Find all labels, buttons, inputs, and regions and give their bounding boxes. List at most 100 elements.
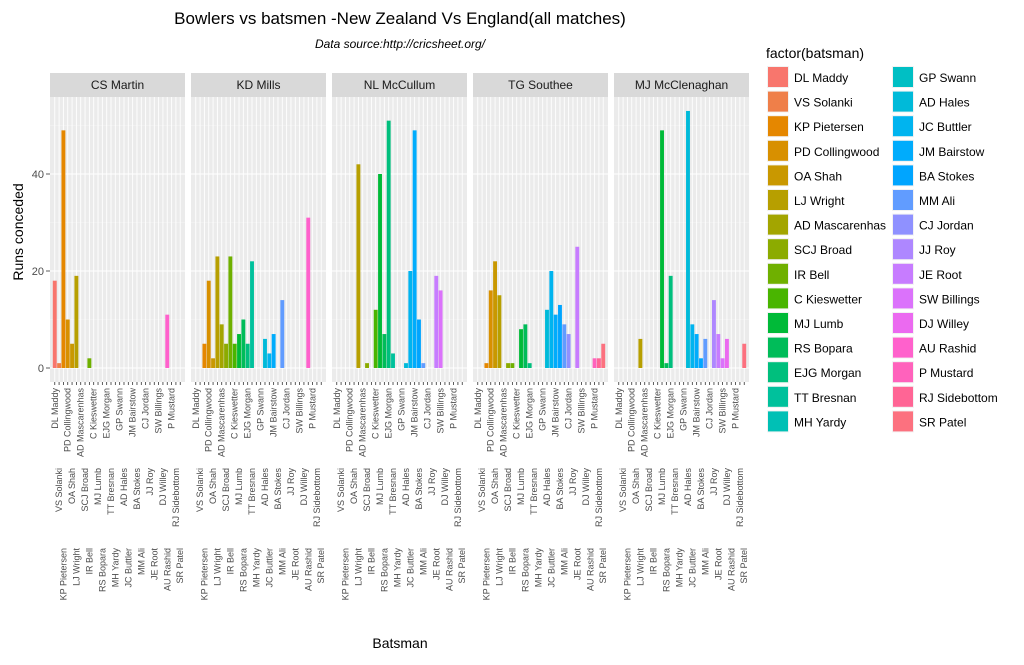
facet-strip-label: CS Martin: [91, 78, 144, 92]
legend-label: RJ Sidebottom: [919, 391, 998, 405]
x-tick-label: MH Yardy: [251, 548, 261, 588]
x-tick-label: BA Stokes: [555, 468, 565, 510]
legend-swatch: [768, 239, 788, 260]
x-tick-label: JE Root: [431, 548, 441, 581]
bar: [488, 290, 493, 368]
bar: [421, 363, 426, 368]
legend-swatch: [768, 67, 788, 87]
x-tick-label: SCJ Broad: [221, 468, 231, 512]
bar: [61, 130, 66, 368]
x-tick-label: C Kieswetter: [371, 388, 381, 439]
x-tick-label: SCJ Broad: [362, 468, 372, 512]
legend-item: TT Bresnan: [767, 385, 856, 408]
legend-swatch: [893, 67, 913, 87]
x-tick-label: C Kieswetter: [230, 388, 240, 439]
bar: [165, 314, 170, 368]
bar: [219, 324, 224, 368]
legend-item: CJ Jordan: [892, 213, 974, 236]
x-tick-label: SCJ Broad: [644, 468, 654, 512]
bar: [596, 358, 601, 368]
x-tick-label: MJ Lumb: [234, 468, 244, 505]
x-tick-label: KP Pietersen: [58, 548, 68, 600]
bar: [224, 343, 228, 368]
panel-background: [50, 97, 185, 382]
x-tick-label: C Kieswetter: [512, 388, 522, 439]
x-tick-label: OA Shah: [208, 468, 218, 504]
legend-item: JM Bairstow: [892, 139, 985, 162]
x-tick-label: AD Mascarenhas: [640, 388, 650, 458]
facet-strip-label: NL McCullum: [364, 78, 436, 92]
x-tick-label: IR Bell: [648, 548, 658, 575]
bar: [660, 130, 664, 368]
legend-item: RS Bopara: [767, 336, 853, 359]
legend-item: MJ Lumb: [767, 312, 844, 334]
x-tick-label: EJG Morgan: [384, 388, 394, 439]
bar: [484, 363, 489, 368]
x-tick-label: JE Root: [149, 548, 159, 581]
x-tick-label: JC Buttler: [687, 548, 697, 588]
bar: [690, 324, 695, 368]
bar: [716, 334, 721, 368]
x-tick-label: EJG Morgan: [243, 388, 253, 439]
bar: [391, 353, 395, 368]
bar: [601, 343, 606, 368]
x-tick-label: AU Rashid: [162, 548, 172, 591]
x-tick-label: LJ Wright: [635, 548, 645, 586]
x-tick-label: TT Bresnan: [670, 468, 680, 515]
bar: [417, 319, 421, 368]
legend-swatch: [768, 337, 788, 358]
x-tick-label: GP Swann: [679, 388, 689, 431]
bar: [694, 334, 699, 368]
x-tick-label: PD Collingwood: [204, 388, 214, 452]
legend-label: JJ Roy: [919, 243, 956, 257]
y-tick-label: 0: [38, 363, 44, 375]
facet-panel: CS Martin DL Maddy VS Solanki KP Pietersen P…: [50, 73, 185, 600]
bar: [241, 319, 246, 368]
bar: [250, 261, 254, 368]
bar: [87, 358, 92, 368]
legend-swatch: [893, 313, 913, 333]
legend-item: VS Solanki: [767, 90, 853, 113]
facet-panel: MJ McClenaghan DL Maddy VS Solanki KP Piete…: [614, 73, 749, 600]
panel-background: [332, 97, 467, 382]
x-tick-label: RS Bopara: [238, 548, 248, 592]
legend-swatch: [768, 165, 788, 186]
x-tick-label: AD Hales: [401, 468, 411, 507]
x-tick-label: PD Collingwood: [486, 388, 496, 452]
legend-swatch: [893, 190, 913, 210]
x-tick-label: GP Swann: [397, 388, 407, 431]
legend-swatch: [893, 214, 913, 235]
legend-item: JC Buttler: [892, 115, 972, 138]
facet-strip: [473, 73, 608, 97]
legend-item: AD Hales: [892, 90, 970, 113]
x-tick-label: DJ Willey: [158, 468, 168, 506]
x-tick-label: MJ Lumb: [375, 468, 385, 505]
x-tick-label: JE Root: [572, 548, 582, 581]
x-tick-label: JE Root: [290, 548, 300, 581]
bar: [566, 334, 571, 368]
x-tick-label: RJ Sidebottom: [594, 468, 604, 527]
x-tick-label: JJ Roy: [286, 468, 296, 496]
legend-item: JE Root: [892, 262, 962, 285]
bar: [70, 343, 75, 368]
legend-swatch: [893, 411, 913, 432]
facet-strip: [50, 73, 185, 97]
legend-item: DL Maddy: [767, 66, 848, 88]
legend-item: RJ Sidebottom: [892, 385, 998, 408]
legend-label: IR Bell: [794, 268, 829, 282]
legend-label: SR Patel: [919, 415, 966, 429]
legend-item: C Kieswetter: [767, 287, 862, 310]
bar: [65, 319, 70, 368]
y-tick-label: 20: [32, 266, 44, 278]
x-tick-label: OA Shah: [631, 468, 641, 504]
chart-subtitle: Data source:http://cricsheet.org/: [315, 37, 487, 51]
bar: [57, 363, 62, 368]
x-tick-label: DL Maddy: [473, 388, 483, 429]
x-tick-label: JJ Roy: [427, 468, 437, 496]
bar: [404, 363, 408, 368]
x-tick-label: JM Bairstow: [269, 388, 279, 438]
x-tick-label: IR Bell: [225, 548, 235, 575]
x-tick-label: MJ Lumb: [516, 468, 526, 505]
x-tick-label: CJ Jordan: [705, 388, 715, 429]
